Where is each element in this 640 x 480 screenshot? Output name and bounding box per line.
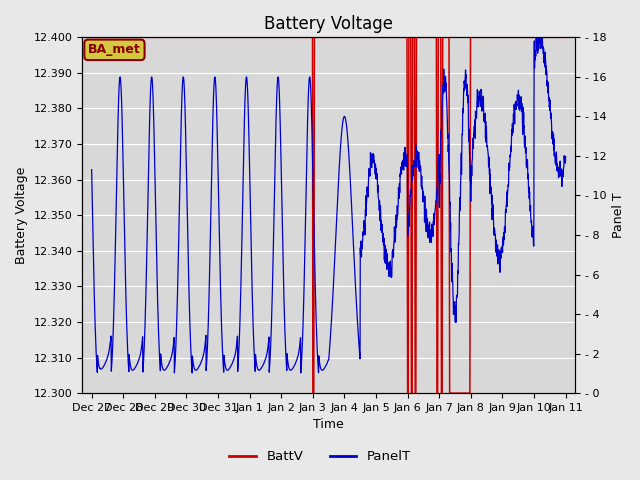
Text: BA_met: BA_met bbox=[88, 43, 141, 56]
X-axis label: Time: Time bbox=[313, 419, 344, 432]
Title: Battery Voltage: Battery Voltage bbox=[264, 15, 393, 33]
Y-axis label: Battery Voltage: Battery Voltage bbox=[15, 167, 28, 264]
Y-axis label: Panel T: Panel T bbox=[612, 192, 625, 238]
Legend: BattV, PanelT: BattV, PanelT bbox=[224, 445, 416, 468]
